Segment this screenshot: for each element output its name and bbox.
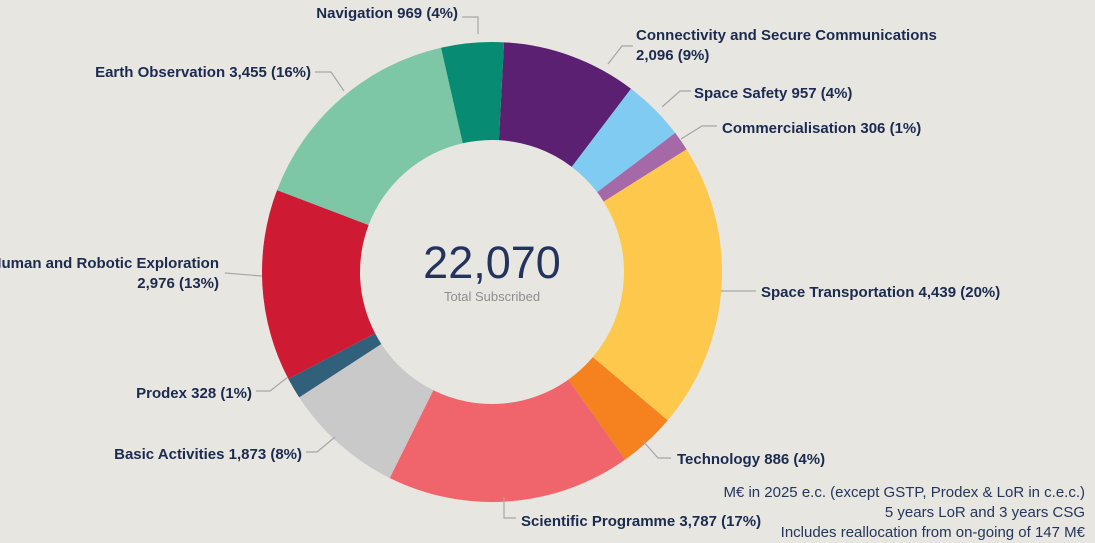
footnote-line-3: Includes reallocation from on-going of 1… — [780, 524, 1085, 541]
leader-line-space-safety — [661, 90, 691, 108]
label-human-and-robotic-exploration: Human and Robotic Exploration 2,976 (13%) — [0, 255, 219, 292]
leader-line-basic-activities — [306, 436, 336, 453]
slice-basic-activities[interactable] — [299, 343, 434, 478]
label-scientific-programme: Scientific Programme 3,787 (17%) — [521, 513, 762, 530]
label-commercialisation: Commercialisation 306 (1%) — [722, 120, 922, 137]
label-technology: Technology 886 (4%) — [677, 451, 826, 468]
label-prodex: Prodex 328 (1%) — [136, 385, 252, 402]
total-subscribed-value: 22,070 — [423, 237, 561, 288]
slice-prodex[interactable] — [288, 333, 382, 398]
slice-connectivity-and-secure-communications[interactable] — [498, 42, 632, 167]
slice-scientific-programme[interactable] — [389, 379, 626, 502]
slice-space-safety[interactable] — [571, 88, 676, 193]
total-subscribed-caption: Total Subscribed — [443, 289, 541, 304]
label-space-transportation: Space Transportation 4,439 (20%) — [761, 284, 1001, 301]
slice-space-transportation[interactable] — [592, 149, 723, 421]
leader-line-scientific-programme — [503, 497, 516, 519]
label-space-safety: Space Safety 957 (4%) — [694, 85, 853, 102]
footnote-line-1: M€ in 2025 e.c. (except GSTP, Prodex & L… — [723, 484, 1085, 501]
label-basic-activities: Basic Activities 1,873 (8%) — [114, 446, 302, 463]
slice-technology[interactable] — [568, 357, 668, 460]
slice-earth-observation[interactable] — [277, 47, 463, 226]
leader-line-navigation — [462, 16, 479, 34]
leader-line-human-and-robotic-exploration — [224, 272, 263, 277]
leader-line-technology — [642, 440, 671, 459]
footnote-line-2: 5 years LoR and 3 years CSG — [884, 504, 1085, 521]
slice-human-and-robotic-exploration[interactable] — [261, 190, 376, 379]
leader-line-earth-observation — [315, 71, 345, 92]
label-navigation: Navigation 969 (4%) — [316, 5, 458, 22]
label-connectivity-and-secure-communications: Connectivity and Secure Communications 2,… — [636, 27, 937, 64]
footnotes: M€ in 2025 e.c. (except GSTP, Prodex & L… — [723, 483, 1085, 543]
donut-center-label: 22,070 Total Subscribed — [342, 237, 642, 305]
leader-line-connectivity-and-secure-communications — [607, 45, 633, 65]
leader-line-commercialisation — [680, 125, 717, 140]
label-earth-observation: Earth Observation 3,455 (16%) — [95, 64, 311, 81]
leader-line-prodex — [256, 376, 289, 392]
slice-navigation[interactable] — [441, 42, 505, 144]
slice-commercialisation[interactable] — [597, 132, 687, 202]
